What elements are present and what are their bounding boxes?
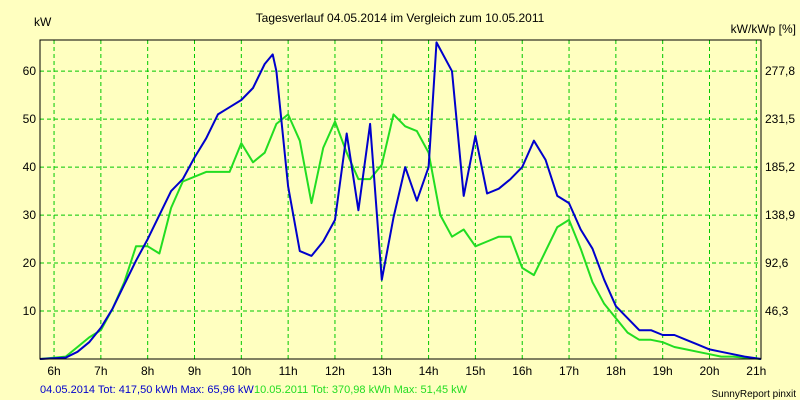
x-tick-label: 14h (419, 364, 439, 378)
y-tick-label-right: 185,2 (765, 160, 795, 174)
y-tick-label-left: 30 (23, 208, 37, 222)
chart-title: Tagesverlauf 04.05.2014 im Vergleich zum… (256, 11, 545, 25)
y-tick-label-left: 10 (23, 304, 37, 318)
x-tick-label: 8h (141, 364, 154, 378)
x-tick-label: 15h (465, 364, 485, 378)
x-tick-label: 10h (231, 364, 251, 378)
grid-lines (40, 40, 761, 359)
x-tick-label: 13h (372, 364, 392, 378)
y-tick-label-left: 50 (23, 112, 37, 126)
series-lines (39, 41, 762, 360)
series-line-2011 (39, 113, 762, 360)
plot-area-frame (39, 39, 762, 360)
x-tick-label: 11h (279, 364, 298, 378)
tick-labels: 6h 7h 8h 9h 10h 11h 12h 13h 14h 15h 16h 17h 18h 19h 20… (23, 64, 796, 378)
legend: 04.05.2014 Tot: 417,50 kWh Max: 65,96 kW… (40, 384, 468, 396)
x-tick-label: 12h (325, 364, 345, 378)
y-tick-label-right: 277,8 (765, 64, 795, 78)
credit-text: SunnyReport pinxit (712, 389, 797, 400)
x-tick-label: 16h (512, 364, 532, 378)
legend-entry-2011: 10.05.2011 Tot: 370,98 kWh Max: 51,45 kW (254, 384, 468, 396)
x-tick-label: 18h (606, 364, 626, 378)
y-tick-label-right: 46,3 (765, 304, 789, 318)
y-axis-left-label: kW (34, 15, 52, 29)
x-tick-label: 19h (653, 364, 673, 378)
y-tick-label-left: 60 (23, 64, 37, 78)
y-tick-label-right: 138,9 (765, 208, 795, 222)
x-tick-label: 17h (559, 364, 579, 378)
x-tick-label: 9h (188, 364, 201, 378)
y-tick-label-left: 20 (23, 256, 37, 270)
series-line-2014 (39, 41, 762, 360)
x-tick-label: 7h (94, 364, 107, 378)
legend-entry-2014: 04.05.2014 Tot: 417,50 kWh Max: 65,96 kW (40, 384, 254, 396)
y-tick-label-right: 231,5 (765, 112, 795, 126)
x-tick-label: 21h (746, 364, 766, 378)
y-tick-label-right: 92,6 (765, 256, 789, 270)
y-tick-label-left: 40 (23, 160, 37, 174)
y-axis-right-label: kW/kWp [%] (731, 22, 796, 36)
x-tick-label: 6h (47, 364, 60, 378)
x-tick-label: 20h (699, 364, 719, 378)
